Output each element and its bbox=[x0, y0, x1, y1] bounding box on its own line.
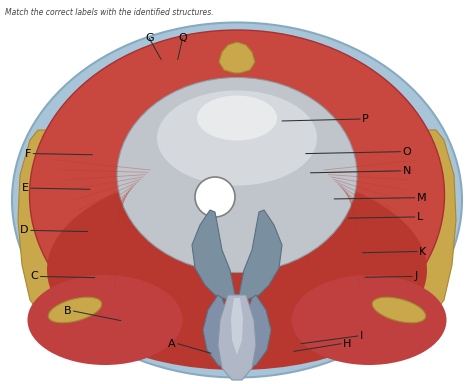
Ellipse shape bbox=[117, 78, 357, 273]
Ellipse shape bbox=[292, 275, 447, 365]
Text: H: H bbox=[343, 339, 352, 349]
Polygon shape bbox=[203, 295, 242, 372]
Ellipse shape bbox=[47, 170, 427, 370]
Text: O: O bbox=[402, 147, 411, 157]
Text: B: B bbox=[64, 306, 72, 316]
Text: C: C bbox=[30, 271, 38, 281]
Ellipse shape bbox=[12, 23, 462, 377]
Text: J: J bbox=[414, 271, 418, 281]
Ellipse shape bbox=[48, 297, 102, 323]
Text: I: I bbox=[360, 331, 363, 341]
Polygon shape bbox=[384, 130, 456, 330]
Polygon shape bbox=[218, 295, 256, 380]
Ellipse shape bbox=[27, 275, 182, 365]
Polygon shape bbox=[239, 210, 282, 300]
Ellipse shape bbox=[29, 30, 445, 360]
Text: D: D bbox=[20, 225, 29, 235]
Ellipse shape bbox=[372, 297, 426, 323]
Text: G: G bbox=[145, 33, 154, 43]
Ellipse shape bbox=[197, 96, 277, 141]
Polygon shape bbox=[192, 210, 235, 300]
Text: M: M bbox=[417, 193, 427, 203]
Text: N: N bbox=[402, 166, 411, 176]
Text: P: P bbox=[362, 114, 369, 124]
Text: A: A bbox=[168, 339, 176, 349]
Polygon shape bbox=[232, 295, 271, 372]
Polygon shape bbox=[219, 42, 255, 73]
Polygon shape bbox=[18, 130, 90, 330]
Ellipse shape bbox=[157, 91, 317, 185]
Polygon shape bbox=[231, 298, 243, 355]
Text: Q: Q bbox=[178, 33, 187, 43]
Text: F: F bbox=[25, 149, 31, 159]
Text: E: E bbox=[22, 183, 29, 193]
Text: Match the correct labels with the identified structures.: Match the correct labels with the identi… bbox=[5, 8, 214, 17]
Circle shape bbox=[195, 177, 235, 217]
Text: K: K bbox=[419, 247, 427, 257]
Text: L: L bbox=[417, 212, 423, 222]
